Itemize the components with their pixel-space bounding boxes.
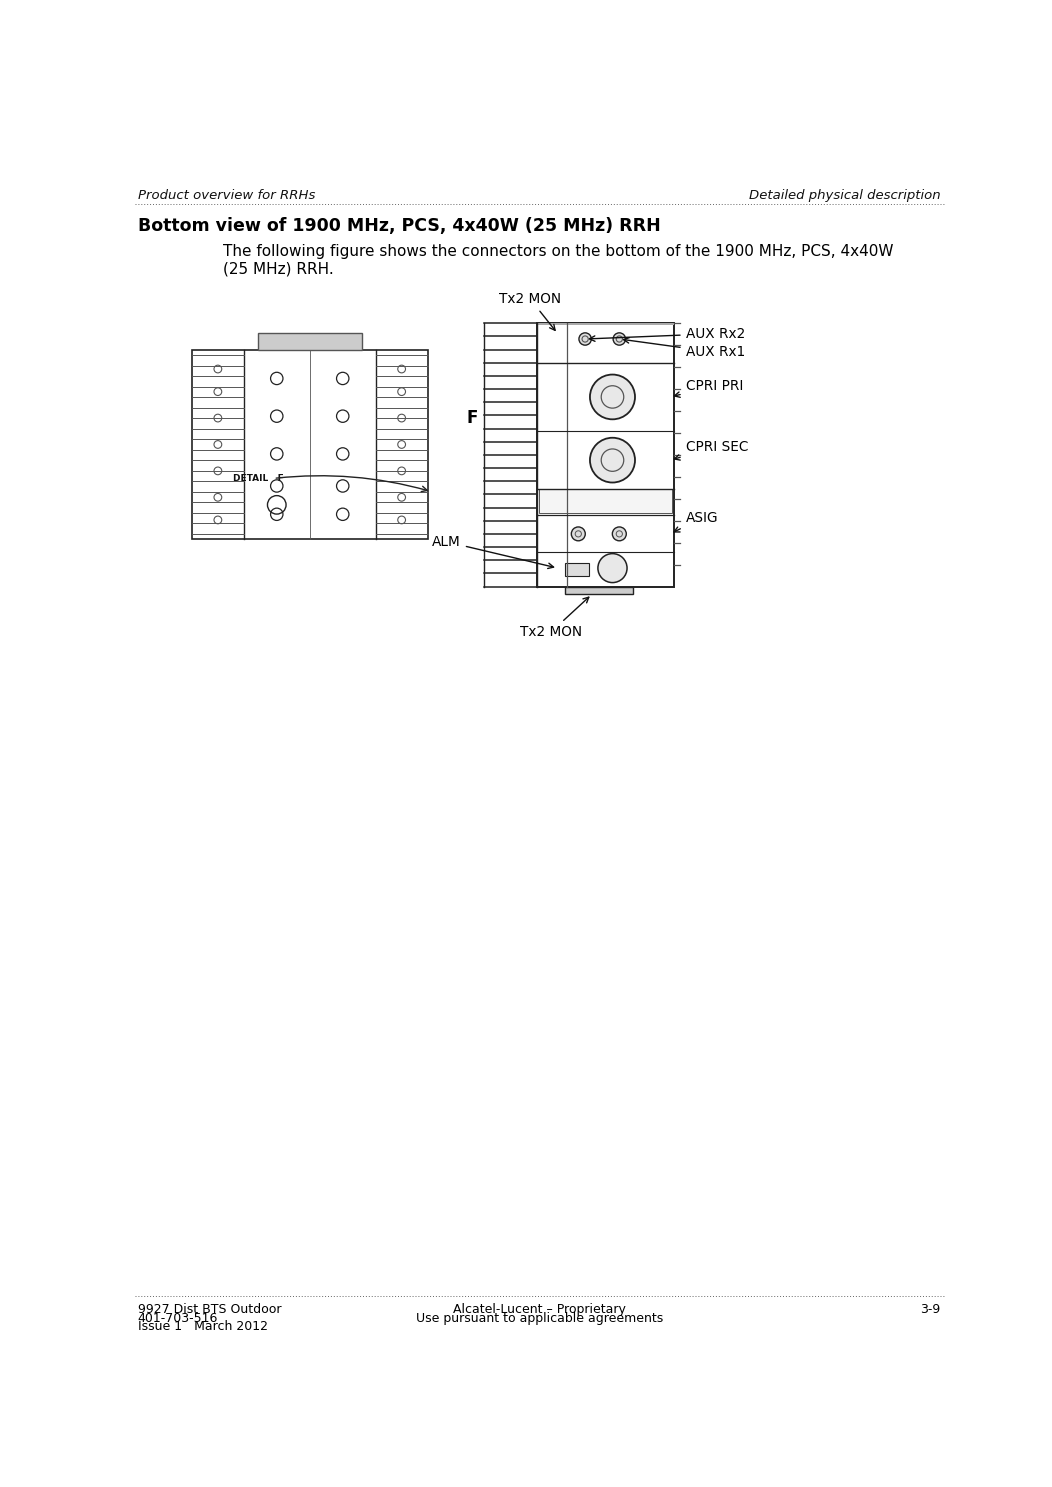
- Bar: [538, 323, 674, 586]
- Text: The following figure shows the connectors on the bottom of the 1900 MHz, PCS, 4x: The following figure shows the connector…: [223, 244, 893, 259]
- Text: Bottom view of 1900 MHz, PCS, 4x40W (25 MHz) RRH: Bottom view of 1900 MHz, PCS, 4x40W (25 …: [138, 217, 661, 235]
- Text: 9927 Dist BTS Outdoor: 9927 Dist BTS Outdoor: [138, 1304, 281, 1316]
- Bar: [565, 564, 589, 575]
- Text: 401-703-516: 401-703-516: [138, 1312, 218, 1325]
- Text: ASIG: ASIG: [674, 512, 719, 532]
- Circle shape: [571, 526, 585, 541]
- Bar: [191, 349, 427, 538]
- Text: F: F: [466, 409, 478, 427]
- Circle shape: [590, 375, 635, 419]
- Text: ALM: ALM: [432, 535, 553, 568]
- Text: Issue 1   March 2012: Issue 1 March 2012: [138, 1320, 267, 1334]
- Text: CPRI SEC: CPRI SEC: [674, 440, 748, 459]
- Bar: [539, 489, 672, 513]
- Text: Detailed physical description: Detailed physical description: [749, 189, 940, 202]
- Bar: [565, 586, 633, 595]
- Text: CPRI PRI: CPRI PRI: [674, 379, 743, 397]
- Text: Tx2 MON: Tx2 MON: [500, 293, 562, 330]
- Bar: [538, 323, 674, 324]
- Circle shape: [590, 437, 635, 482]
- Text: Product overview for RRHs: Product overview for RRHs: [138, 189, 316, 202]
- Circle shape: [598, 553, 627, 583]
- Text: Use pursuant to applicable agreements: Use pursuant to applicable agreements: [416, 1312, 663, 1325]
- Circle shape: [612, 526, 626, 541]
- Text: Alcatel-Lucent – Proprietary: Alcatel-Lucent – Proprietary: [452, 1304, 626, 1316]
- Text: AUX Rx2: AUX Rx2: [589, 327, 745, 342]
- Text: 3-9: 3-9: [920, 1304, 940, 1316]
- Text: (25 MHz) RRH.: (25 MHz) RRH.: [223, 262, 333, 277]
- Circle shape: [579, 333, 591, 345]
- Text: DETAIL   F: DETAIL F: [232, 474, 283, 483]
- Circle shape: [613, 333, 626, 345]
- Text: Tx2 MON: Tx2 MON: [520, 598, 589, 639]
- Text: AUX Rx1: AUX Rx1: [624, 338, 745, 360]
- Bar: [258, 333, 362, 349]
